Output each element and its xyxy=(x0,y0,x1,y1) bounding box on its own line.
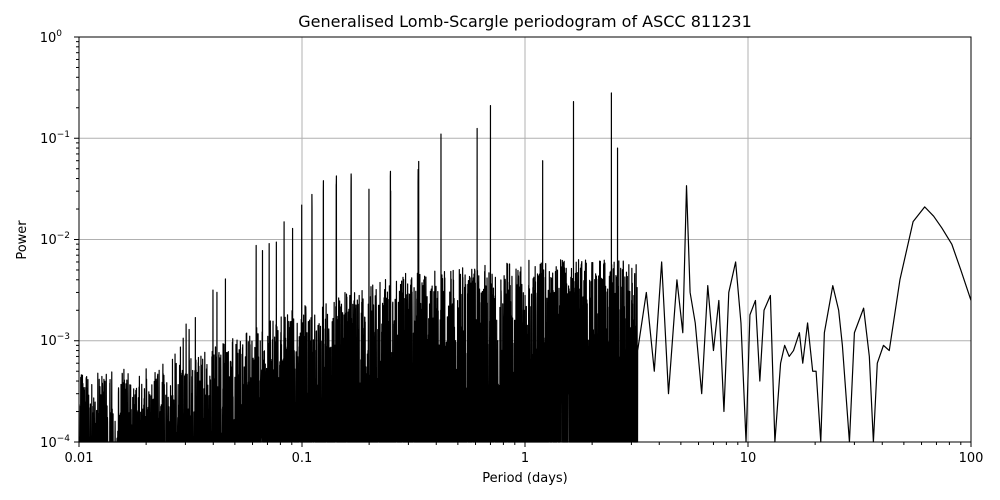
x-axis-label: Period (days) xyxy=(482,471,568,486)
y-tick-1e-1: 10−1 xyxy=(40,130,70,147)
axis-ticks xyxy=(74,36,972,447)
x-tick-0.1: 0.1 xyxy=(292,451,313,466)
y-tick-1e-2: 10−2 xyxy=(40,231,70,248)
y-tick-1e-3: 10−3 xyxy=(40,332,70,349)
x-tick-1: 1 xyxy=(521,451,529,466)
y-tick-1e-4: 10−4 xyxy=(40,434,70,451)
x-tick-0.01: 0.01 xyxy=(65,451,94,466)
x-tick-100: 100 xyxy=(959,451,984,466)
y-tick-labels: 100 10−1 10−2 10−3 10−4 xyxy=(40,29,71,451)
y-tick-1e0: 100 xyxy=(40,29,63,46)
chart-title: Generalised Lomb-Scargle periodogram of … xyxy=(298,12,752,31)
x-tick-10: 10 xyxy=(740,451,757,466)
y-axis-label: Power xyxy=(15,220,30,260)
x-tick-labels: 0.01 0.1 1 10 100 xyxy=(65,451,984,466)
